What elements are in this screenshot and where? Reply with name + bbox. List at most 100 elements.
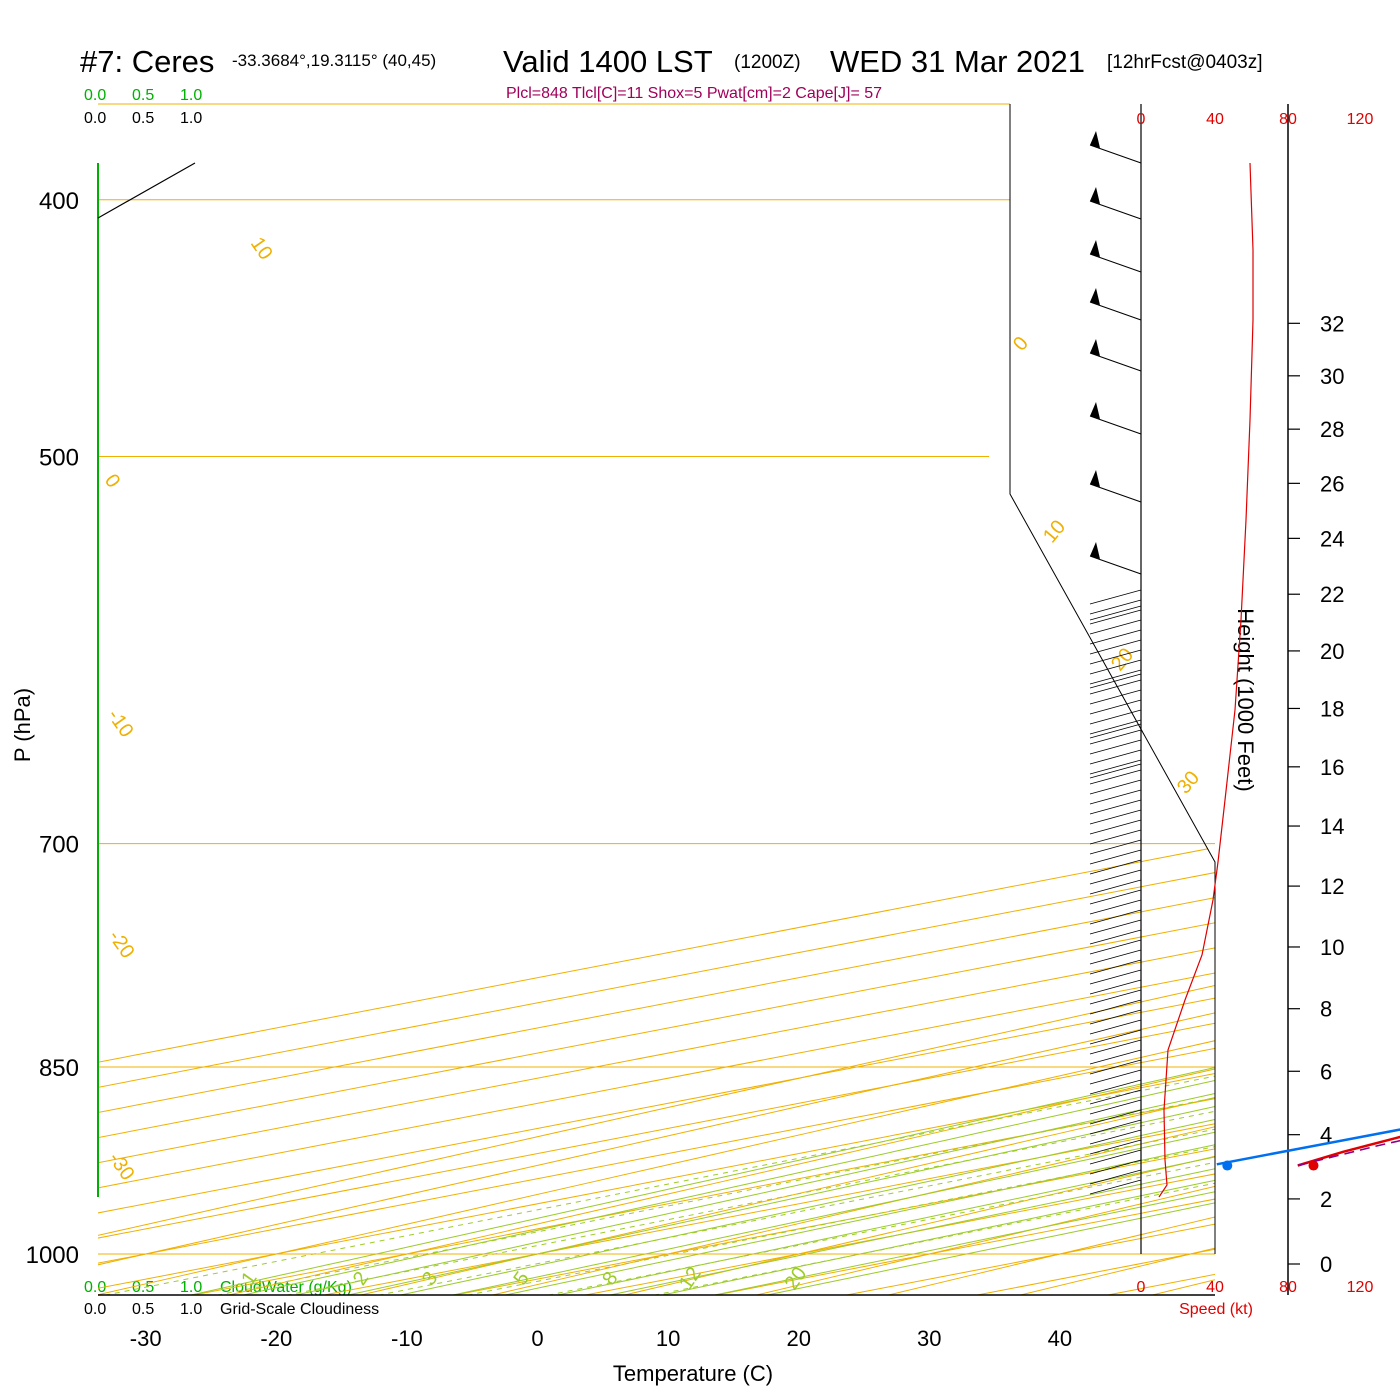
temperature-tick: 0	[531, 1326, 543, 1351]
height-tick-label: 2	[1320, 1187, 1332, 1212]
x-axis-label: Temperature (C)	[613, 1361, 773, 1386]
cloudwater-tick-bottom-2: 1.0	[180, 1279, 202, 1296]
moist-adiabat	[172, 104, 1215, 1295]
height-tick-label: 18	[1320, 696, 1344, 721]
height-tick-label: 28	[1320, 417, 1344, 442]
wind-barb	[1089, 939, 1142, 955]
wind-barb	[1089, 599, 1142, 615]
wind-barb	[1089, 719, 1142, 735]
wind-barb	[1089, 749, 1142, 765]
dry-adiabat-label: 0	[100, 470, 124, 492]
dewpoint-surface-dot	[1222, 1160, 1233, 1171]
cloudiness-tick-1: 0.5	[132, 110, 154, 127]
wind-barb	[1089, 1019, 1142, 1035]
isotherm	[98, 104, 1215, 1295]
cloudiness-tick-0: 0.0	[84, 110, 106, 127]
stability-indices: Plcl=848 Tlcl[C]=11 Shox=5 Pwat[cm]=2 Ca…	[506, 85, 882, 102]
moist-adiabat	[694, 104, 1215, 1295]
wind-barb	[1089, 899, 1142, 915]
wind-barb	[1089, 619, 1142, 635]
parcel-profile	[1297, 1139, 1400, 1167]
temperature-tick: 40	[1048, 1326, 1072, 1351]
wind-barb-pennant	[1090, 187, 1100, 204]
wind-barb	[1089, 1149, 1142, 1165]
sounding-traces	[1216, 1128, 1400, 1171]
wind-barb	[1089, 1109, 1142, 1125]
wind-barb	[1089, 609, 1142, 625]
isotherm	[98, 104, 1215, 1295]
cloudiness-tick-bottom-2: 1.0	[180, 1301, 202, 1318]
moist-adiabat	[537, 104, 1215, 1295]
moist-adiabat	[433, 104, 1215, 1295]
dry-adiabat-label: -30	[104, 1148, 139, 1184]
wind-barb	[1089, 819, 1142, 835]
height-tick-label: 24	[1320, 526, 1344, 551]
height-tick-label: 12	[1320, 874, 1344, 899]
wind-barb	[1089, 689, 1142, 705]
isobar-lines	[98, 199, 1215, 1255]
wind-barb-staff	[1089, 415, 1142, 435]
speed-tick-bottom-0: 0	[1137, 1279, 1146, 1296]
pressure-tick-400: 400	[39, 188, 79, 215]
valid-date: WED 31 Mar 2021	[830, 44, 1085, 79]
wind-barb	[1089, 1129, 1142, 1145]
pressure-tick-1000: 1000	[26, 1242, 79, 1269]
cloudwater-tick-1: 0.5	[132, 87, 154, 104]
moist-adiabat	[746, 104, 1215, 1295]
wind-barb	[1089, 919, 1142, 935]
isotherm	[172, 104, 1215, 1295]
dry-adiabat-lines	[98, 104, 1215, 1295]
cloudiness-label: Grid-Scale Cloudiness	[220, 1301, 379, 1318]
pressure-ticks: 1000850700500400300250	[26, 188, 79, 1269]
mixing-ratio-label: 20	[781, 1263, 812, 1294]
isotherm	[98, 104, 1215, 1295]
wind-barb	[1089, 1009, 1142, 1025]
moist-adiabat	[642, 104, 1215, 1295]
wind-barb	[1089, 1089, 1142, 1105]
wind-barb-staff	[1089, 352, 1142, 372]
isotherm	[694, 104, 1215, 1295]
wind-barb	[1089, 839, 1142, 855]
temperature-tick: -20	[260, 1326, 292, 1351]
temperature-profile	[1297, 1135, 1400, 1167]
temperature-tick: -10	[391, 1326, 423, 1351]
wind-barb	[1089, 1099, 1142, 1115]
station-title: #7: Ceres	[80, 44, 214, 79]
wind-barb	[1089, 799, 1142, 815]
dry-adiabat	[607, 104, 1215, 1295]
forecast-info: [12hrFcst@0403z]	[1107, 52, 1263, 73]
wind-barb	[1089, 649, 1142, 665]
isotherm	[98, 104, 1215, 1295]
wind-barb	[1089, 1119, 1142, 1135]
wind-barb	[1089, 979, 1142, 995]
dry-adiabat	[1135, 104, 1215, 1295]
wind-barb	[1089, 959, 1142, 975]
wind-barb	[1089, 789, 1142, 805]
pressure-tick-500: 500	[39, 445, 79, 472]
dry-adiabat	[98, 104, 1215, 1295]
wind-barb	[1089, 1049, 1142, 1065]
wind-barb	[1089, 729, 1142, 745]
temperature-tick: -30	[130, 1326, 162, 1351]
moist-adiabat-lines	[172, 104, 1215, 1295]
height-tick-label: 16	[1320, 755, 1344, 780]
moist-adiabat	[328, 104, 1215, 1295]
wind-barb-pennant	[1090, 470, 1100, 487]
moist-adiabat	[590, 104, 1215, 1295]
wind-barb	[1089, 1029, 1142, 1045]
wind-barb	[1089, 879, 1142, 895]
dry-adiabat-label: -10	[103, 705, 138, 741]
cloudiness-tick-bottom-1: 0.5	[132, 1301, 154, 1318]
isotherm-label: 20	[1107, 644, 1138, 675]
speed-tick-bottom-120: 120	[1347, 1279, 1374, 1296]
mixing-ratio-line	[266, 199, 1215, 1295]
wind-barb	[1089, 909, 1142, 925]
speed-tick-top-120: 120	[1347, 111, 1374, 128]
wind-barb	[1089, 1079, 1142, 1095]
height-tick-label: 30	[1320, 364, 1344, 389]
mixing-ratio-line	[98, 199, 1215, 1295]
dry-adiabat	[342, 104, 1215, 1295]
